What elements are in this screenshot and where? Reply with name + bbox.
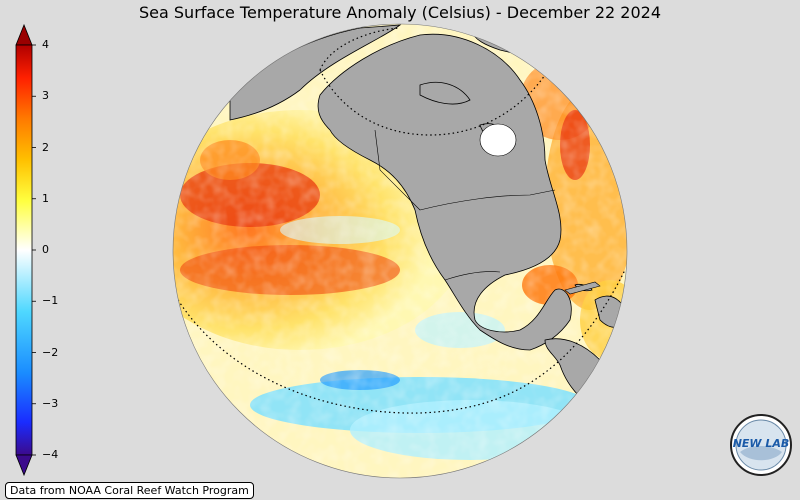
arctic-circle-line: [319, 69, 546, 136]
country-borders: [374, 129, 556, 281]
tropic-line: [177, 269, 626, 414]
colorbar-tick-label: −3: [42, 396, 59, 410]
colorbar-tick-label: −1: [42, 294, 59, 308]
nexlab-logo-icon: NEW LAB: [730, 414, 792, 476]
land-layer: [229, 24, 627, 406]
logo-text: NEW LAB: [733, 437, 790, 450]
map-title: Sea Surface Temperature Anomaly (Celsius…: [139, 3, 661, 22]
colorbar-tick-label: −2: [42, 345, 59, 359]
globe-outline: [172, 23, 628, 479]
colorbar-tick-label: −4: [42, 448, 59, 461]
credit-label: Data from NOAA Coral Reef Watch Program: [5, 482, 254, 499]
colorbar-min-arrow: [15, 454, 33, 477]
colorbar-tick-label: 2: [42, 140, 49, 154]
colorbar-tick-label: 4: [42, 38, 49, 51]
ocean-anomaly-layer: [173, 24, 627, 478]
colorbar-tick-label: 0: [42, 243, 49, 256]
colorbar-tick-label: 3: [42, 89, 49, 103]
colorbar-tick-label: 1: [42, 191, 49, 205]
